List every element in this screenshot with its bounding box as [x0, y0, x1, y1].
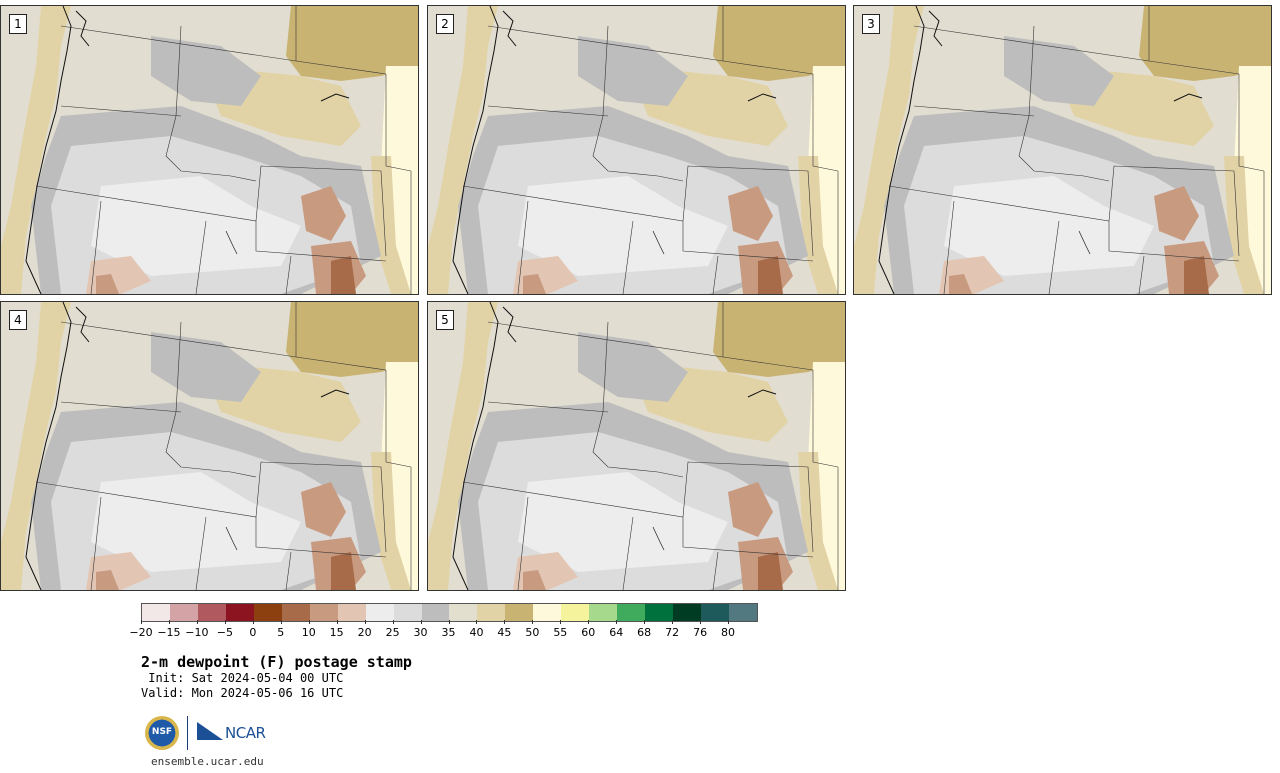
colorbar-swatch [225, 604, 254, 621]
colorbar-tick-label: 76 [693, 626, 708, 639]
site-url: ensemble.ucar.edu [151, 755, 264, 768]
init-time: Init: Sat 2024-05-04 00 UTC [141, 671, 344, 685]
stamp-panel-1: 1 [0, 5, 419, 295]
colorbar-tick-label: 5 [277, 626, 285, 639]
nsf-logo [145, 716, 179, 750]
dewpoint-map-2 [428, 6, 845, 294]
colorbar-tick-label: 0 [249, 626, 257, 639]
colorbar-tick [504, 620, 506, 624]
colorbar-tick-label: −10 [185, 626, 209, 639]
member-label: 2 [436, 14, 454, 34]
colorbar-tick [168, 620, 170, 624]
colorbar-tick-label: 72 [665, 626, 680, 639]
dewpoint-map-5 [428, 302, 845, 590]
stamp-panel-5: 5 [427, 301, 846, 591]
colorbar-tick-label: 25 [385, 626, 400, 639]
colorbar-tick [700, 620, 702, 624]
colorbar-tick-label: 20 [357, 626, 372, 639]
member-label: 4 [9, 310, 27, 330]
colorbar-swatch [421, 604, 450, 621]
colorbar-swatch [477, 604, 506, 621]
colorbar-tick [308, 620, 310, 624]
stamp-panel-3: 3 [853, 5, 1272, 295]
colorbar-swatch [197, 604, 226, 621]
colorbar-swatch [393, 604, 422, 621]
colorbar-tick [364, 620, 366, 624]
colorbar-tick-label: 35 [441, 626, 456, 639]
colorbar-tick [644, 620, 646, 624]
colorbar-tick-label: −15 [157, 626, 181, 639]
logos: NSF NCAR [145, 714, 275, 754]
colorbar-tick-label: 64 [609, 626, 624, 639]
logo-divider [187, 716, 188, 750]
colorbar-swatch [169, 604, 198, 621]
colorbar-swatch [337, 604, 366, 621]
colorbar-tick-label: 80 [721, 626, 736, 639]
colorbar-tick [252, 620, 254, 624]
colorbar-tick [448, 620, 450, 624]
colorbar-tick [476, 620, 478, 624]
colorbar-tick [420, 620, 422, 624]
colorbar-tick-label: −5 [216, 626, 233, 639]
dewpoint-map-4 [1, 302, 418, 590]
ncar-logo-icon [197, 722, 223, 740]
colorbar-tick [560, 620, 562, 624]
colorbar-tick [141, 620, 142, 624]
colorbar-swatch [142, 604, 170, 621]
dewpoint-map-3 [854, 6, 1271, 294]
colorbar-swatch [729, 604, 757, 621]
stamp-panel-2: 2 [427, 5, 846, 295]
colorbar-tick-label: 55 [553, 626, 568, 639]
colorbar-swatch [281, 604, 310, 621]
colorbar-tick-label: −20 [129, 626, 153, 639]
colorbar-tick-label: 10 [301, 626, 316, 639]
stamp-panel-4: 4 [0, 301, 419, 591]
valid-time: Valid: Mon 2024-05-06 16 UTC [141, 686, 344, 700]
colorbar-tick [728, 620, 730, 624]
colorbar-tick [224, 620, 226, 624]
member-label: 5 [436, 310, 454, 330]
member-label: 1 [9, 14, 27, 34]
member-label: 3 [862, 14, 880, 34]
colorbar-tick-label: 30 [413, 626, 428, 639]
colorbar-swatch [505, 604, 534, 621]
colorbar-tick [532, 620, 534, 624]
colorbar-swatch [533, 604, 562, 621]
colorbar-swatch [365, 604, 394, 621]
dewpoint-map-1 [1, 6, 418, 294]
colorbar-swatch [561, 604, 590, 621]
colorbar-tick [588, 620, 590, 624]
colorbar [141, 603, 758, 622]
colorbar-tick-label: 15 [329, 626, 344, 639]
colorbar-tick [616, 620, 618, 624]
colorbar-tick-label: 40 [469, 626, 484, 639]
colorbar-tick [392, 620, 394, 624]
colorbar-swatch [645, 604, 674, 621]
plot-title: 2-m dewpoint (F) postage stamp [141, 653, 412, 671]
colorbar-swatch [449, 604, 478, 621]
colorbar-swatch [309, 604, 338, 621]
colorbar-swatch [589, 604, 618, 621]
colorbar-tick-label: 68 [637, 626, 652, 639]
colorbar-tick [196, 620, 198, 624]
colorbar-tick [672, 620, 674, 624]
colorbar-tick [280, 620, 282, 624]
colorbar-swatch [673, 604, 702, 621]
colorbar-tick-label: 50 [525, 626, 540, 639]
colorbar-tick-label: 60 [581, 626, 596, 639]
ncar-logo-text: NCAR [225, 724, 266, 742]
colorbar-tick-label: 45 [497, 626, 512, 639]
colorbar-swatch [253, 604, 282, 621]
colorbar-ticks: −20 −15 −10 −5 0 5 10 15 20 25 30 35 40 45 50 55 60 64 68 7… [129, 620, 756, 640]
colorbar-tick [336, 620, 338, 624]
nsf-logo-text: NSF [151, 727, 173, 737]
colorbar-swatch [701, 604, 730, 621]
colorbar-swatch [617, 604, 646, 621]
